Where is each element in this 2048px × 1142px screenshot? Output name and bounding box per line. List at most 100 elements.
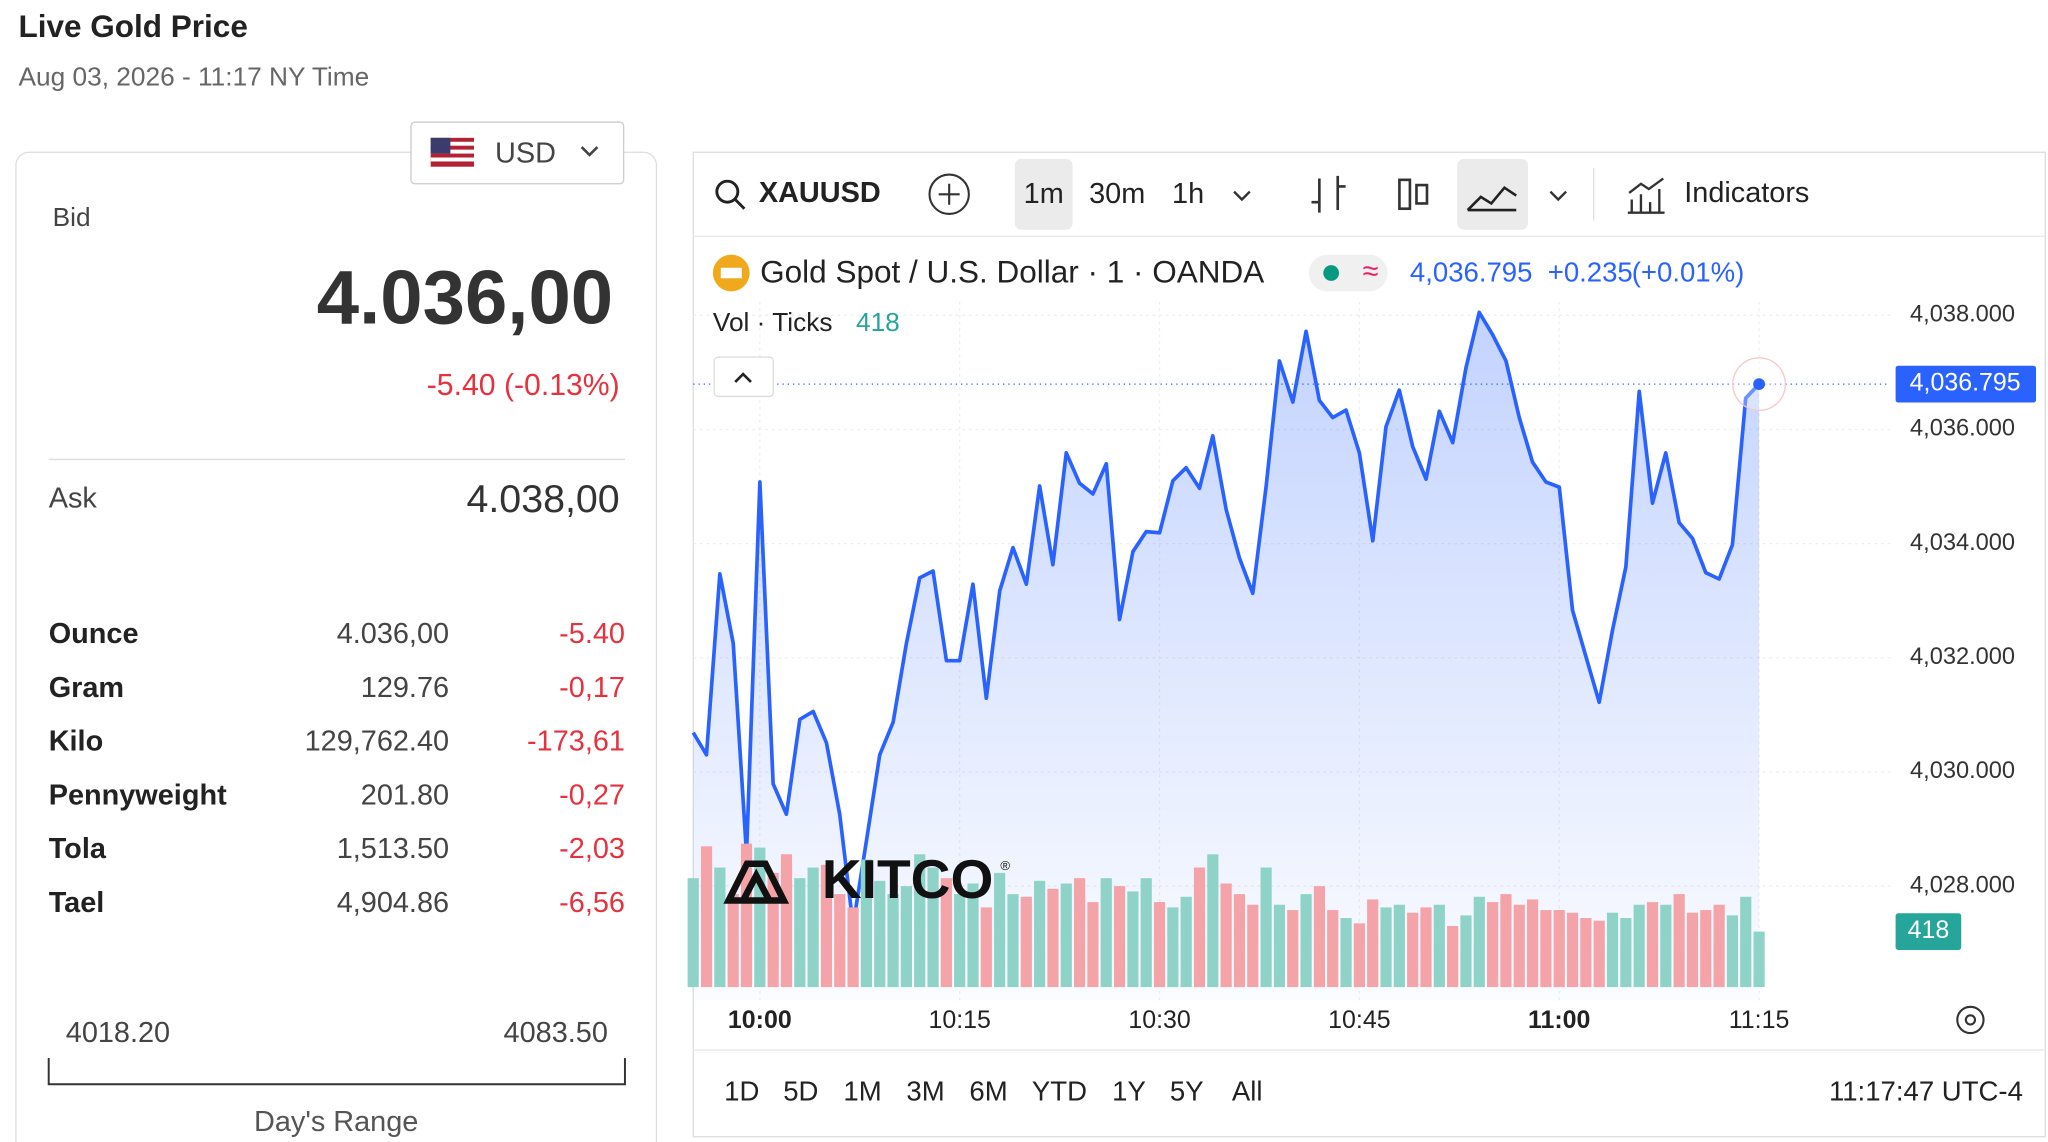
x-tick-label: 10:30	[1128, 1006, 1190, 1034]
volume-bar	[1034, 880, 1046, 988]
last-price-label: 4,036.795	[1910, 369, 2021, 397]
indicators-icon[interactable]	[1627, 177, 1665, 214]
unit-name: Pennyweight	[49, 779, 227, 811]
volume-bar	[1247, 904, 1259, 988]
volume-bar	[1473, 896, 1485, 988]
y-tick-label: 4,036.000	[1910, 416, 2015, 442]
range-button[interactable]: 5D	[783, 1076, 818, 1107]
unit-price: 4.036,00	[337, 618, 449, 650]
range-button[interactable]: YTD	[1032, 1076, 1087, 1107]
x-tick-label: 10:15	[928, 1006, 990, 1034]
x-tick-label: 11:15	[1729, 1006, 1790, 1034]
candles-icon[interactable]	[1398, 178, 1412, 211]
volume-bar	[754, 847, 766, 988]
vol-value: 418	[856, 307, 900, 337]
volume-bar	[954, 894, 966, 988]
collapse-button[interactable]	[713, 356, 774, 398]
watermark-text: KITCO	[822, 848, 994, 910]
currency[interactable]: USD	[495, 138, 556, 170]
currency-select[interactable]: USD	[410, 121, 625, 185]
range-bar	[47, 1057, 626, 1086]
range-button[interactable]: 3M	[906, 1076, 944, 1107]
price-line	[691, 310, 1761, 928]
bars-icon[interactable]	[1311, 175, 1346, 213]
volume-bar	[1500, 894, 1512, 988]
volume-bar	[1540, 910, 1552, 988]
interval[interactable]: 1m	[1024, 178, 1064, 210]
volume-bar	[834, 894, 846, 988]
flag-stripe	[430, 141, 475, 146]
volume-bar	[1207, 854, 1219, 988]
volume-bar	[1127, 891, 1139, 988]
style-menu[interactable]	[1549, 190, 1567, 202]
interval[interactable]: 1h	[1172, 178, 1204, 210]
volume-bar	[1020, 896, 1032, 988]
watermark-mark: ®	[1000, 858, 1010, 873]
volume-bar	[1526, 899, 1539, 988]
volume-bar	[1673, 894, 1685, 988]
compare-button[interactable]	[928, 173, 970, 216]
x-tick-label: 10:45	[1328, 1006, 1390, 1034]
unit-change: -0,17	[559, 672, 625, 704]
legend-price: 4,036.795	[1410, 257, 1533, 288]
volume-bar	[1073, 878, 1086, 988]
volume-bar	[807, 867, 819, 988]
range-buttons: 1D 5D 1M 3M 6M YTD 1Y 5Y All	[724, 1076, 1262, 1107]
range-button[interactable]: 1Y	[1112, 1076, 1146, 1107]
status-icon: ≈	[1363, 256, 1379, 288]
interval-menu[interactable]	[1233, 190, 1251, 202]
candles-icon[interactable]	[1415, 183, 1429, 205]
bid-value: 4.036,00	[317, 255, 613, 340]
volume-bar	[1460, 915, 1472, 988]
range-button[interactable]: 5Y	[1170, 1076, 1204, 1107]
currency-box[interactable]	[410, 121, 625, 185]
volume-bar	[900, 886, 912, 988]
range-low: 4018.20	[66, 1017, 170, 1049]
volume-price-label: 418	[1908, 916, 1950, 944]
symbol[interactable]: XAUUSD	[759, 177, 881, 209]
volume-bar	[740, 843, 753, 988]
range-button[interactable]: 1M	[843, 1076, 881, 1107]
unit-name: Gram	[49, 672, 124, 704]
volume-bar	[1420, 907, 1432, 988]
volume-bar	[1260, 867, 1272, 988]
volume-bar	[727, 894, 739, 988]
indicators[interactable]: Indicators	[1684, 177, 1809, 209]
coin-icon	[720, 267, 742, 279]
area-icon[interactable]	[1466, 185, 1517, 212]
volume-bar	[1407, 912, 1419, 988]
volume-bar	[1753, 931, 1765, 988]
interval[interactable]: 30m	[1089, 178, 1145, 210]
y-tick-label: 4,032.000	[1910, 644, 2015, 670]
last-price-dot	[1753, 378, 1765, 391]
volume-bar	[780, 854, 793, 988]
unit-name: Kilo	[49, 726, 104, 758]
settings-icon[interactable]	[1956, 1005, 1985, 1035]
volume-bar	[1447, 925, 1459, 988]
volume-bar	[1087, 902, 1099, 988]
volume-bar	[1513, 904, 1525, 988]
style-active	[1457, 158, 1529, 230]
volume-bar	[980, 907, 992, 988]
volume-bar	[1367, 899, 1379, 988]
flag-stripe	[430, 149, 475, 154]
volume-bar	[1340, 918, 1352, 988]
status-pill	[1308, 254, 1388, 292]
range-label: Day's Range	[254, 1106, 418, 1138]
range-button[interactable]: 1D	[724, 1076, 759, 1107]
range-button[interactable]: All	[1232, 1076, 1263, 1107]
unit-name: Ounce	[49, 618, 139, 650]
page-title: Live Gold Price	[19, 8, 248, 44]
volume-bar	[687, 878, 699, 988]
volume-bar	[1606, 912, 1619, 988]
symbol-search[interactable]: XAUUSD	[715, 177, 881, 210]
volume-bar	[1327, 910, 1339, 988]
volume-bar	[1553, 910, 1565, 988]
range-button[interactable]: 6M	[969, 1076, 1007, 1107]
legend-name: Gold Spot / U.S. Dollar · 1 · OANDA	[760, 254, 1264, 290]
volume-bar	[767, 872, 779, 988]
x-tick-label: 10:00	[728, 1006, 792, 1034]
chevron	[734, 372, 752, 383]
volume-bar	[1233, 894, 1246, 988]
